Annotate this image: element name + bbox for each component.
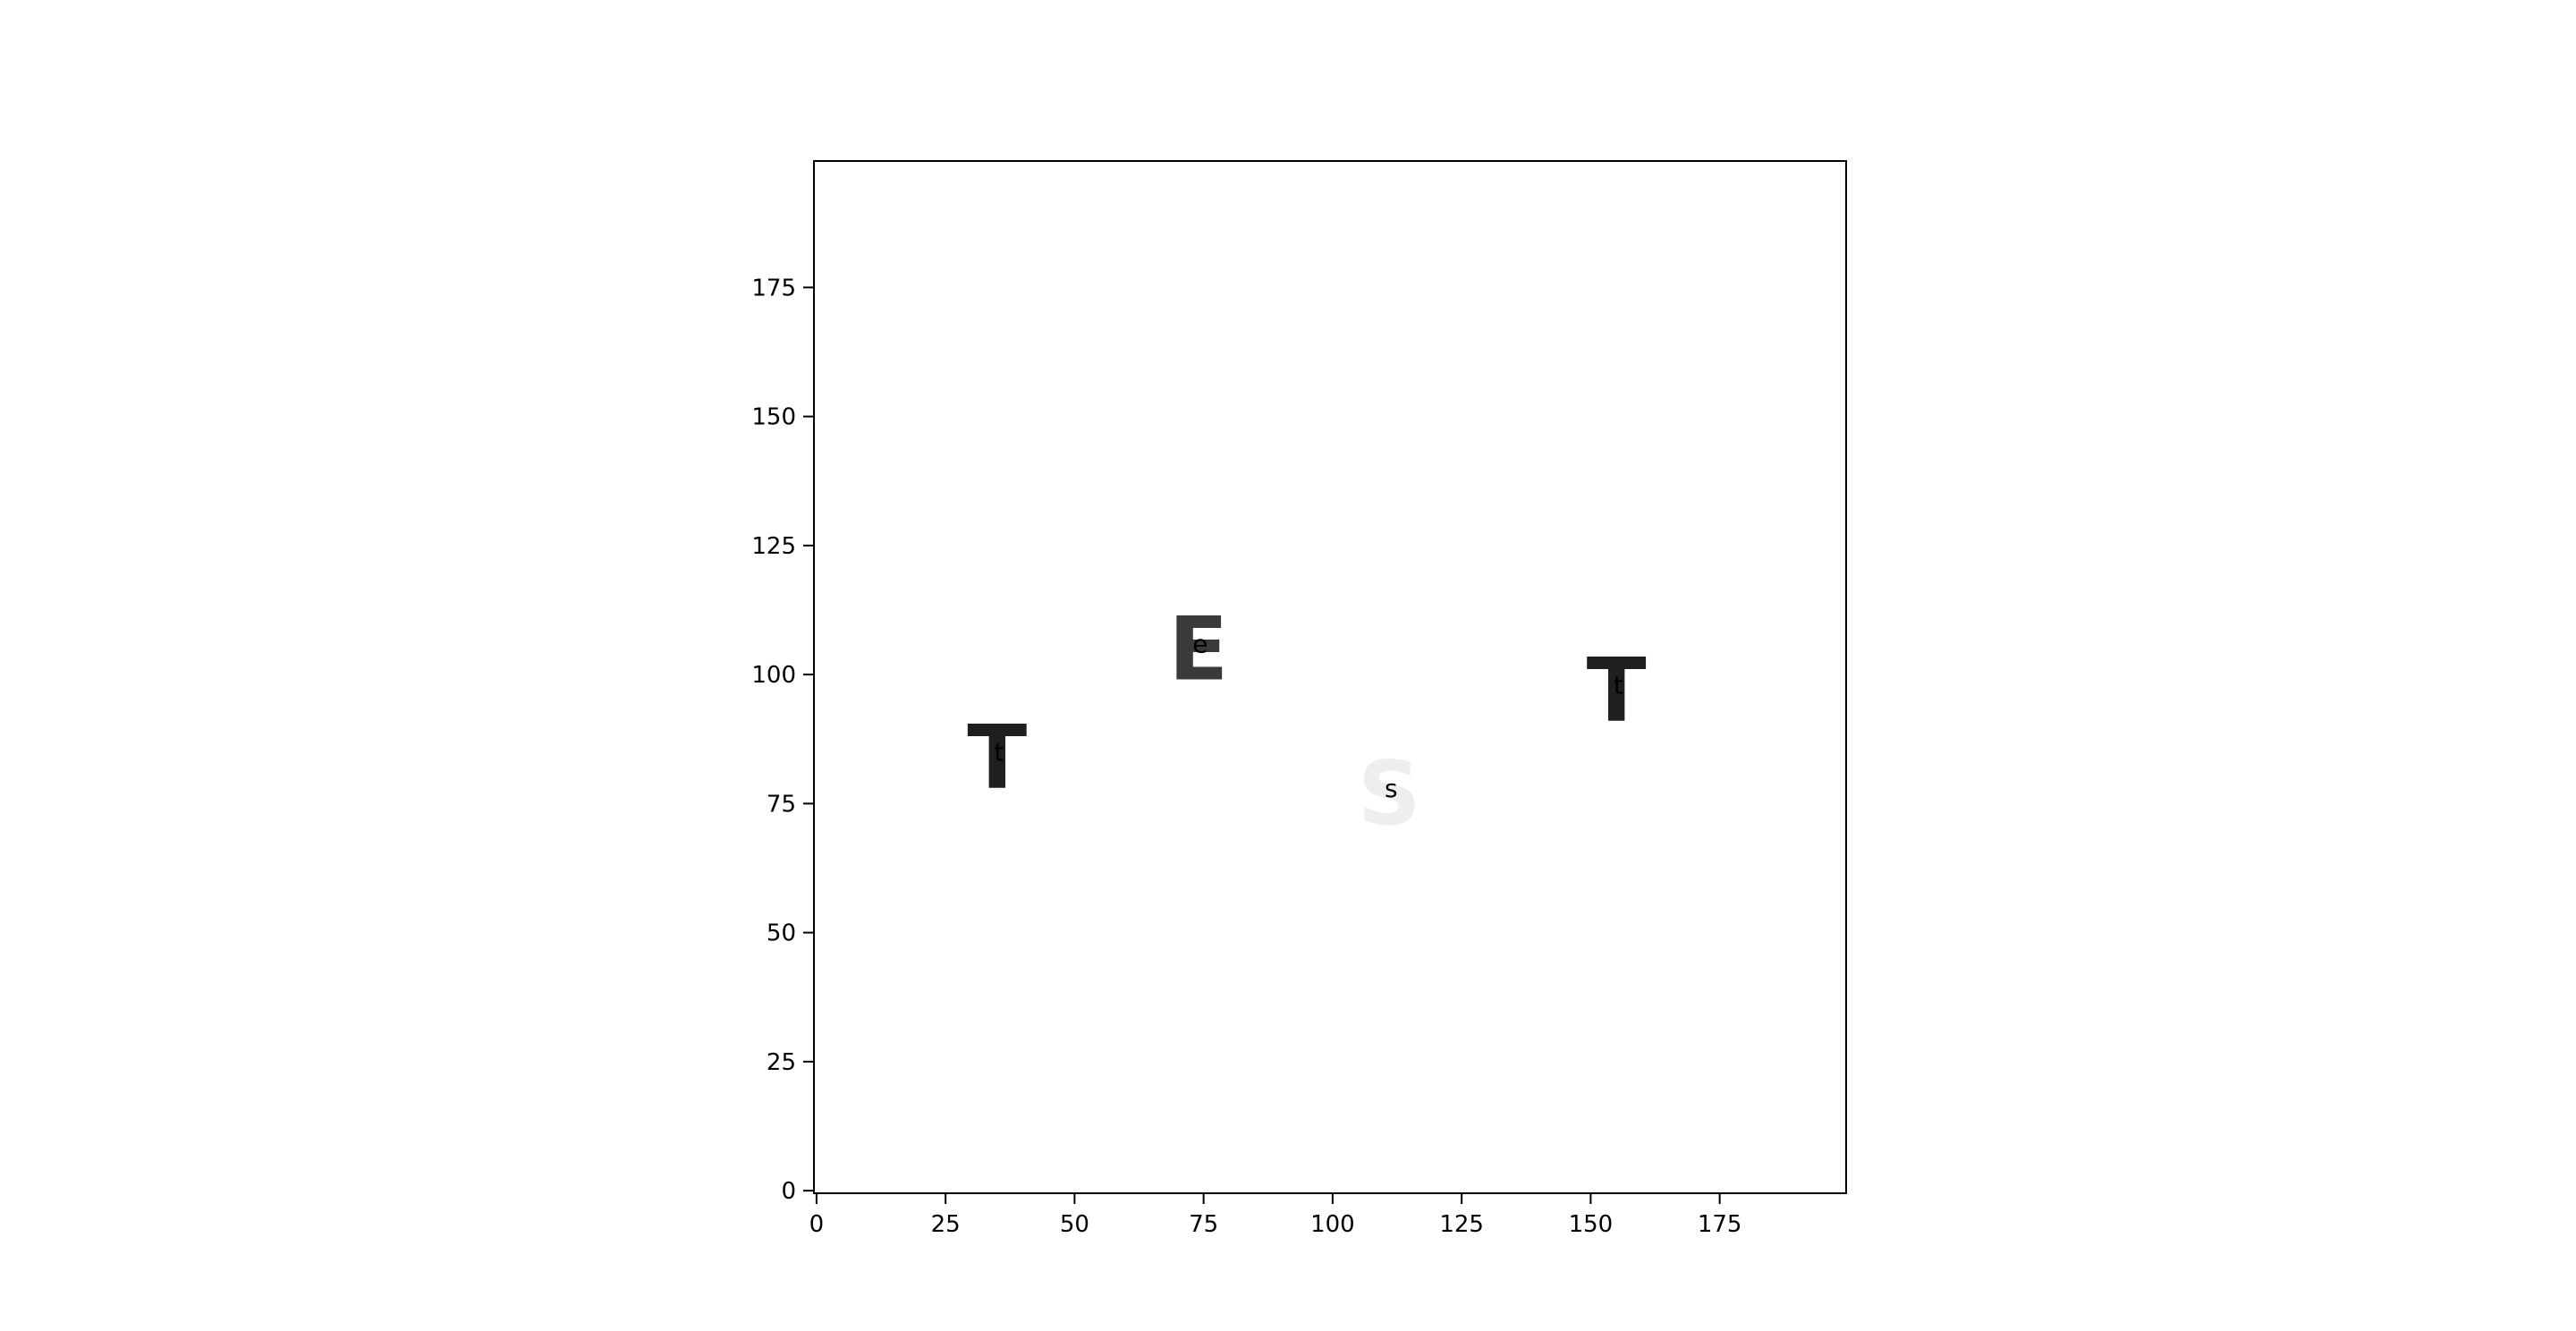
y-axis: 0 25 50 75 100 125 150 175 (751, 275, 814, 1205)
y-tick-label: 50 (767, 920, 796, 947)
char-label: e (1192, 630, 1208, 659)
x-tick-label: 0 (809, 1211, 825, 1238)
x-tick-label: 150 (1569, 1211, 1614, 1238)
y-tick-label: 0 (781, 1178, 796, 1205)
x-tick-label: 100 (1310, 1211, 1355, 1238)
x-axis: 0 25 50 75 100 125 150 175 (809, 1193, 1742, 1238)
char-crop-glyph: T (1587, 640, 1647, 742)
char-crop-glyph: T (967, 707, 1027, 809)
char-label: t (994, 738, 1004, 767)
axes-frame (813, 160, 1847, 1194)
char-detection-2: Ss (1358, 743, 1421, 845)
char-label: t (1614, 671, 1623, 700)
y-tick-label: 175 (751, 275, 796, 301)
char-detection-3: Tt (1587, 640, 1647, 742)
char-label: s (1385, 774, 1398, 803)
y-tick-label: 25 (767, 1049, 796, 1076)
char-detection-1: Ee (1168, 598, 1228, 700)
x-tick-label: 25 (931, 1211, 961, 1238)
char-detection-0: Tt (967, 707, 1027, 809)
axes-background (814, 161, 1846, 1193)
y-tick-label: 125 (751, 533, 796, 560)
char-crop-glyph: E (1168, 598, 1228, 700)
y-tick-label: 100 (751, 662, 796, 689)
y-tick-label: 150 (751, 404, 796, 431)
plot-area: Tt Ee Ss Tt (813, 160, 1847, 1194)
x-tick-label: 175 (1698, 1211, 1742, 1238)
y-tick-label: 75 (767, 791, 796, 818)
x-tick-label: 75 (1189, 1211, 1218, 1238)
x-tick-label: 50 (1060, 1211, 1089, 1238)
x-tick-label: 125 (1439, 1211, 1484, 1238)
char-crop-glyph: S (1358, 743, 1421, 845)
boxes-layer: Tt Ee Ss Tt (967, 598, 1646, 845)
